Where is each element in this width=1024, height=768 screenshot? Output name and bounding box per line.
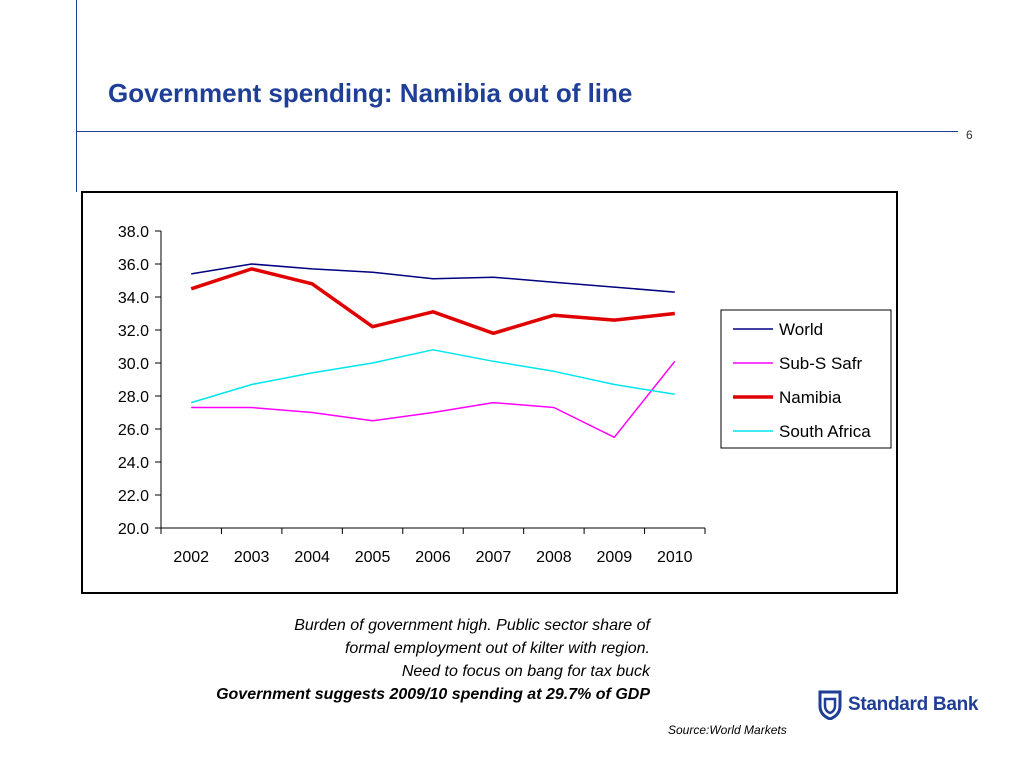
x-tick-label: 2003 [234,549,270,566]
caption-line-3: Need to focus on bang for tax buck [401,663,650,680]
page-number: 6 [966,128,973,142]
caption-line-2: formal employment out of kilter with reg… [344,640,650,657]
standard-bank-logo: Standard Bank [818,690,978,720]
y-tick-label: 20.0 [118,521,149,538]
caption-line-1: Burden of government high. Public sector… [294,617,650,634]
title-accent-vertical-line [76,0,77,192]
y-tick-label: 26.0 [118,422,149,439]
series-line-world [191,263,675,293]
y-tick-label: 38.0 [118,224,149,241]
y-tick-label: 34.0 [118,290,149,307]
legend-label: Namibia [779,388,842,407]
chart-frame: 20.0 22.0 24.0 26.0 28.0 30.0 32.0 34.0 36.0 38.0… [81,191,898,594]
logo-wordmark: Standard Bank [848,694,979,715]
legend-label: South Africa [779,422,871,441]
series-line-south-africa [190,349,675,404]
x-tick-label: 2010 [657,549,693,566]
y-tick-label: 22.0 [118,488,149,505]
slide-title: Government spending: Namibia out of line [108,78,633,108]
shield-logo-icon [818,690,842,720]
y-tick-label: 30.0 [118,356,149,373]
x-tick-label: 2004 [294,549,330,566]
legend-box [720,309,892,449]
series-line-sub-s-safr [191,360,676,439]
legend-label: Sub-S Safr [779,354,862,373]
x-tick-label: 2005 [355,549,391,566]
y-tick-label: 24.0 [118,455,149,472]
y-tick-label: 32.0 [118,323,149,340]
y-tick-label: 36.0 [118,257,149,274]
line-chart: 20.0 22.0 24.0 26.0 28.0 30.0 32.0 34.0 36.0 38.0… [118,224,892,566]
legend-label: World [779,320,823,339]
caption-emphasis: Government suggests 2009/10 spending at … [216,686,650,703]
caption: Burden of government high. Public sector… [216,614,650,706]
x-tick-label: 2006 [415,549,451,566]
title-underline [76,131,958,132]
x-tick-label: 2008 [536,549,572,566]
x-tick-label: 2007 [476,549,512,566]
source-note: Source:World Markets [668,723,787,737]
y-tick-label: 28.0 [118,389,149,406]
x-tick-label: 2002 [173,549,209,566]
x-tick-label: 2009 [597,549,633,566]
